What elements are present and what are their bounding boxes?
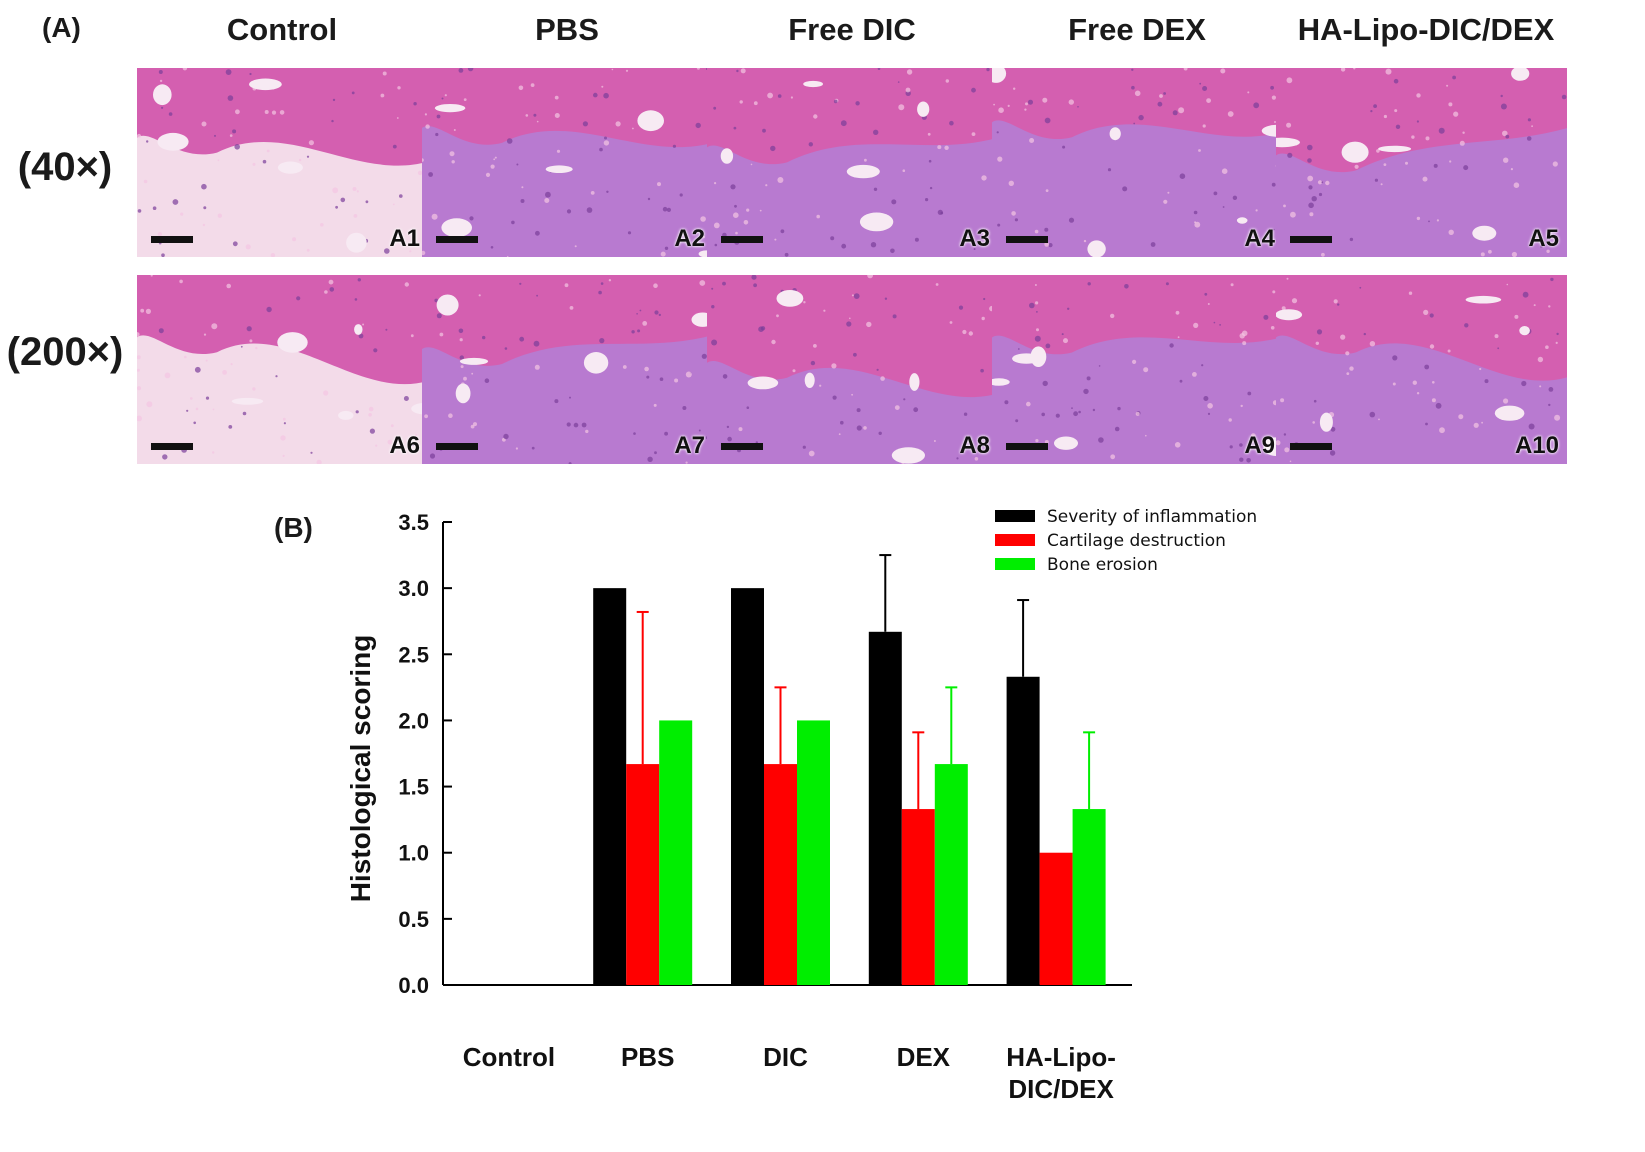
image-id-label: A5 [1528, 225, 1559, 252]
legend-swatch-2 [995, 558, 1035, 570]
row-label-200x: (200×) [6, 330, 124, 374]
histology-image-a7: A7 [422, 275, 713, 464]
y-axis-label: Histological scoring [345, 635, 376, 903]
x-category-label: DIC [763, 1042, 808, 1072]
bar-1-3 [901, 809, 935, 985]
image-id-label: A1 [389, 225, 420, 252]
image-id-label: A9 [1244, 432, 1275, 459]
bar-2-3 [934, 764, 968, 985]
bar-2-2 [797, 720, 830, 985]
scale-bar [1006, 443, 1048, 450]
x-category-label: PBS [621, 1042, 674, 1072]
y-tick-label: 2.0 [398, 708, 429, 733]
scale-bar [151, 443, 193, 450]
image-id-label: A2 [674, 225, 705, 252]
y-tick-label: 2.5 [398, 642, 429, 667]
bar-1-4 [1039, 852, 1073, 985]
legend-label-0: Severity of inflammation [1047, 507, 1257, 527]
legend-label-1: Cartilage destruction [1047, 531, 1226, 551]
x-category-label: DIC/DEX [1008, 1074, 1114, 1104]
bar-1-2 [764, 764, 797, 985]
image-id-label: A8 [959, 432, 990, 459]
histology-image-a3: A3 [707, 68, 998, 257]
x-category-label: HA-Lipo- [1006, 1042, 1116, 1072]
bar-1-1 [626, 764, 660, 985]
histology-image-a5: A5 [1276, 68, 1567, 257]
bar-2-4 [1072, 809, 1106, 985]
bar-0-3 [868, 631, 902, 985]
panel-a-label: (A) [42, 12, 81, 43]
histology-image-a1: A1 [137, 68, 428, 257]
y-tick-label: 1.0 [398, 841, 429, 866]
y-tick-label: 0.0 [398, 973, 429, 998]
histology-image-a8: A8 [707, 275, 998, 464]
histology-image-a10: A10 [1276, 275, 1567, 464]
image-id-label: A4 [1244, 225, 1275, 252]
legend-label-2: Bone erosion [1047, 555, 1158, 575]
histology-image-a9: A9 [992, 275, 1283, 464]
row-label-40x: (40×) [17, 145, 113, 189]
x-category-label: DEX [897, 1042, 951, 1072]
column-title-ha-lipo: HA-Lipo-DIC/DEX [1297, 12, 1555, 47]
legend-swatch-1 [995, 534, 1035, 546]
image-id-label: A10 [1514, 432, 1559, 459]
scale-bar [721, 443, 763, 450]
bar-0-2 [731, 588, 764, 985]
scale-bar [1290, 443, 1332, 450]
y-tick-label: 1.5 [398, 775, 429, 800]
scale-bar [1290, 236, 1332, 243]
histology-image-a4: A4 [992, 68, 1283, 257]
bar-2-1 [659, 720, 693, 985]
histology-image-a6: A6 [137, 275, 428, 464]
column-title-pbs: PBS [535, 12, 599, 47]
scale-bar [436, 443, 478, 450]
column-title-control: Control [226, 12, 338, 47]
panel-b-label: (B) [274, 512, 313, 543]
y-tick-label: 0.5 [398, 907, 429, 932]
column-title-free-dex: Free DEX [1068, 12, 1206, 47]
scale-bar [436, 236, 478, 243]
y-tick-label: 3.0 [398, 576, 429, 601]
image-id-label: A7 [674, 432, 705, 459]
bar-0-1 [593, 588, 627, 985]
legend-swatch-0 [995, 510, 1035, 522]
scale-bar [721, 236, 763, 243]
y-tick-label: 3.5 [398, 510, 429, 535]
scale-bar [1006, 236, 1048, 243]
bar-0-4 [1006, 676, 1040, 985]
scale-bar [151, 236, 193, 243]
image-id-label: A6 [389, 432, 420, 459]
image-id-label: A3 [959, 225, 990, 252]
x-category-label: Control [463, 1042, 555, 1072]
column-title-free-dic: Free DIC [788, 12, 916, 47]
